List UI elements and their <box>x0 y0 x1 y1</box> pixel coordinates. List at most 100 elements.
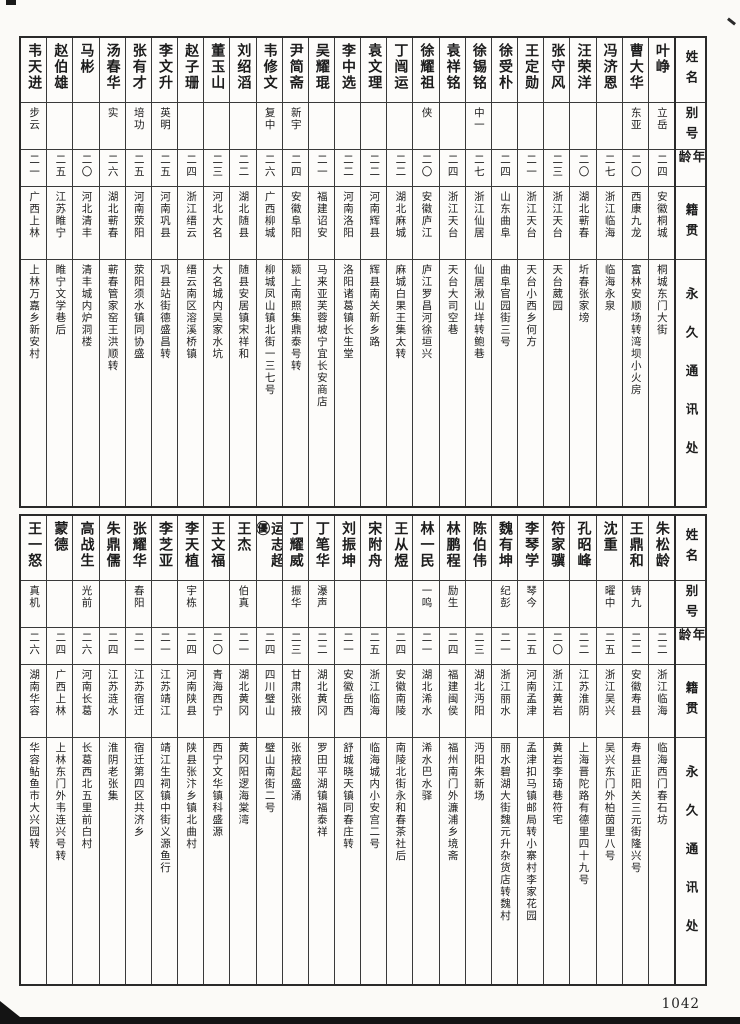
person-native-place: 湖北黄冈 <box>308 664 334 737</box>
person-native-place-text: 安徽岳西 <box>342 669 355 717</box>
person-alias-text: 春阳 <box>132 585 145 609</box>
person-address-text: 临海西门春石坊 <box>655 742 668 826</box>
person-name: 李芝亚 <box>152 516 177 580</box>
person-address: 浠水巴水驿 <box>413 737 439 984</box>
person-age-text: 二六 <box>106 154 119 178</box>
person-alias <box>570 102 596 149</box>
header-native-label: 籍贯 <box>683 202 699 244</box>
person-name: 李琴学 <box>518 516 543 580</box>
person-address: 辉县南关新乡路 <box>361 259 387 506</box>
person-name: 吴耀琨 <box>309 38 334 102</box>
person-native-place: 湖北黄冈 <box>230 664 256 737</box>
roster-table-top: 姓名 别号 年龄 籍贯 永久通讯处 叶峥 立岳 二四 安徽桐城 桐城东门大街 曹大华 东亚二… <box>19 36 707 508</box>
person-age-text: 二七 <box>603 154 616 178</box>
person-native-place: 河南洛阳 <box>334 186 361 259</box>
person-address: 桐城东门大街 <box>648 259 674 506</box>
person-name: 王杰 <box>230 516 255 580</box>
person-address-text: 颍上南照集鼎泰号转 <box>289 264 302 372</box>
person-age: 二六 <box>256 149 282 186</box>
person-address-text: 黄冈阳逻海棠湾 <box>237 742 250 826</box>
person-age: 二七 <box>465 149 491 186</box>
person-age: 二五 <box>596 627 622 664</box>
person-address: 沔阳朱新场 <box>465 737 491 984</box>
person-name-text: 李文升 <box>156 43 173 91</box>
person-age-text: 二二 <box>368 154 381 178</box>
person-name-text: 李琴学 <box>523 521 540 569</box>
person-address: 麻城白果王集太转 <box>387 259 413 506</box>
person-alias: 瀑声 <box>308 580 334 627</box>
person-name-text: 袁祥铭 <box>444 43 461 91</box>
person-name-text: 韦修文 <box>261 43 278 91</box>
person-age: 二六 <box>21 627 47 664</box>
person-native-place: 安徽岳西 <box>334 664 361 737</box>
person-age: 二二 <box>361 149 387 186</box>
person-native-place: 湖南华容 <box>21 664 47 737</box>
person-native-place-text: 广西柳城 <box>263 191 276 239</box>
person-age-text: 二三 <box>472 632 485 656</box>
person-native-place-text: 广西上林 <box>28 191 41 239</box>
person-age-text: 二二 <box>237 154 250 178</box>
person-native-place-text: 河北大名 <box>211 191 224 239</box>
person-address-text: 西宁文华镇科盛源 <box>211 742 224 838</box>
person-address: 南陵北街永和春茶社后 <box>387 737 413 984</box>
person-name: 高战生 <box>73 516 98 580</box>
person-native-place: 河北大名 <box>204 186 230 259</box>
person-column: 孔昭峰 二二 江苏淮阴 上海晋陀路有德里四十九号 <box>569 516 596 984</box>
person-name: 刘绍滔 <box>230 38 255 102</box>
person-native-place-text: 安徽寿县 <box>629 669 642 717</box>
person-name: 袁祥铭 <box>440 38 465 102</box>
person-address-text: 曲阜官园街三号 <box>498 264 511 348</box>
person-age: 二〇 <box>73 149 99 186</box>
person-native-place: 河南孟津 <box>518 664 544 737</box>
person-name-text: 曹大华 <box>627 43 644 91</box>
person-address: 富林安顺场转湾坝小火房 <box>622 259 648 506</box>
person-alias <box>230 102 256 149</box>
person-name-text: 张耀华 <box>130 521 147 569</box>
person-native-place: 湖北蕲春 <box>570 186 596 259</box>
person-column: 刘绍滔 二二 湖北随县 随县安居镇宋祥和 <box>229 38 256 506</box>
person-age-text: 二〇 <box>551 632 564 656</box>
header-column: 姓名 别号 年龄 籍贯 永久通讯处 <box>674 38 705 506</box>
person-age: 二四 <box>648 149 674 186</box>
person-alias <box>256 580 282 627</box>
person-native-place: 安徽阜阳 <box>282 186 308 259</box>
person-name-text: 运志超㊝ <box>256 521 282 569</box>
person-native-place-text: 浙江天台 <box>525 191 538 239</box>
person-alias <box>361 580 387 627</box>
person-native-place: 广西上林 <box>47 664 73 737</box>
person-address: 曲阜官园街三号 <box>491 259 518 506</box>
person-name: 朱鼎儒 <box>100 516 125 580</box>
person-address: 张掖起盛涌 <box>282 737 308 984</box>
person-native-place-text: 西康九龙 <box>629 191 642 239</box>
person-address-text: 荥阳须水镇同协盛 <box>132 264 145 360</box>
person-native-place: 浙江临海 <box>648 664 674 737</box>
person-age: 二三 <box>204 149 230 186</box>
header-age-label: 年龄 <box>676 628 706 649</box>
person-name-text: 张守风 <box>549 43 566 91</box>
person-native-place: 河北清丰 <box>73 186 99 259</box>
person-address: 巩县站街德盛昌转 <box>151 259 178 506</box>
person-native-place: 浙江临海 <box>361 664 387 737</box>
person-alias-text: 纪彭 <box>498 585 511 609</box>
person-column: 沈重 曜中 二五 浙江吴兴 吴兴东门外柏茵里八号 <box>595 516 622 984</box>
person-column: 曹大华 东亚 二〇 西康九龙 富林安顺场转湾坝小火房 <box>621 38 648 506</box>
person-name: 马彬 <box>73 38 98 102</box>
person-age: 二〇 <box>570 149 596 186</box>
person-address: 靖江生祠镇中街义源鱼行 <box>151 737 178 984</box>
person-address-text: 桐城东门大街 <box>655 264 668 336</box>
person-age: 二四 <box>99 627 125 664</box>
person-name: 王定勋 <box>518 38 543 102</box>
person-address-text: 马来亚芙蓉坡宁宜长安商店 <box>315 264 328 408</box>
scan-edge-artifact <box>0 1017 740 1024</box>
header-address: 永久通讯处 <box>676 737 705 984</box>
person-native-place: 湖北麻城 <box>387 186 413 259</box>
person-age: 二一 <box>21 149 47 186</box>
person-address-text: 华容鲇鱼市大兴园转 <box>28 742 41 850</box>
person-native-place: 江苏宿迁 <box>125 664 151 737</box>
person-alias: 中一 <box>465 102 491 149</box>
person-native-place-text: 青海西宁 <box>211 669 224 717</box>
person-age-text: 二一 <box>28 154 41 178</box>
person-column: 王一怒 真机 二六 湖南华容 华容鲇鱼市大兴园转 <box>21 516 47 984</box>
person-native-place: 湖北蕲春 <box>99 186 125 259</box>
